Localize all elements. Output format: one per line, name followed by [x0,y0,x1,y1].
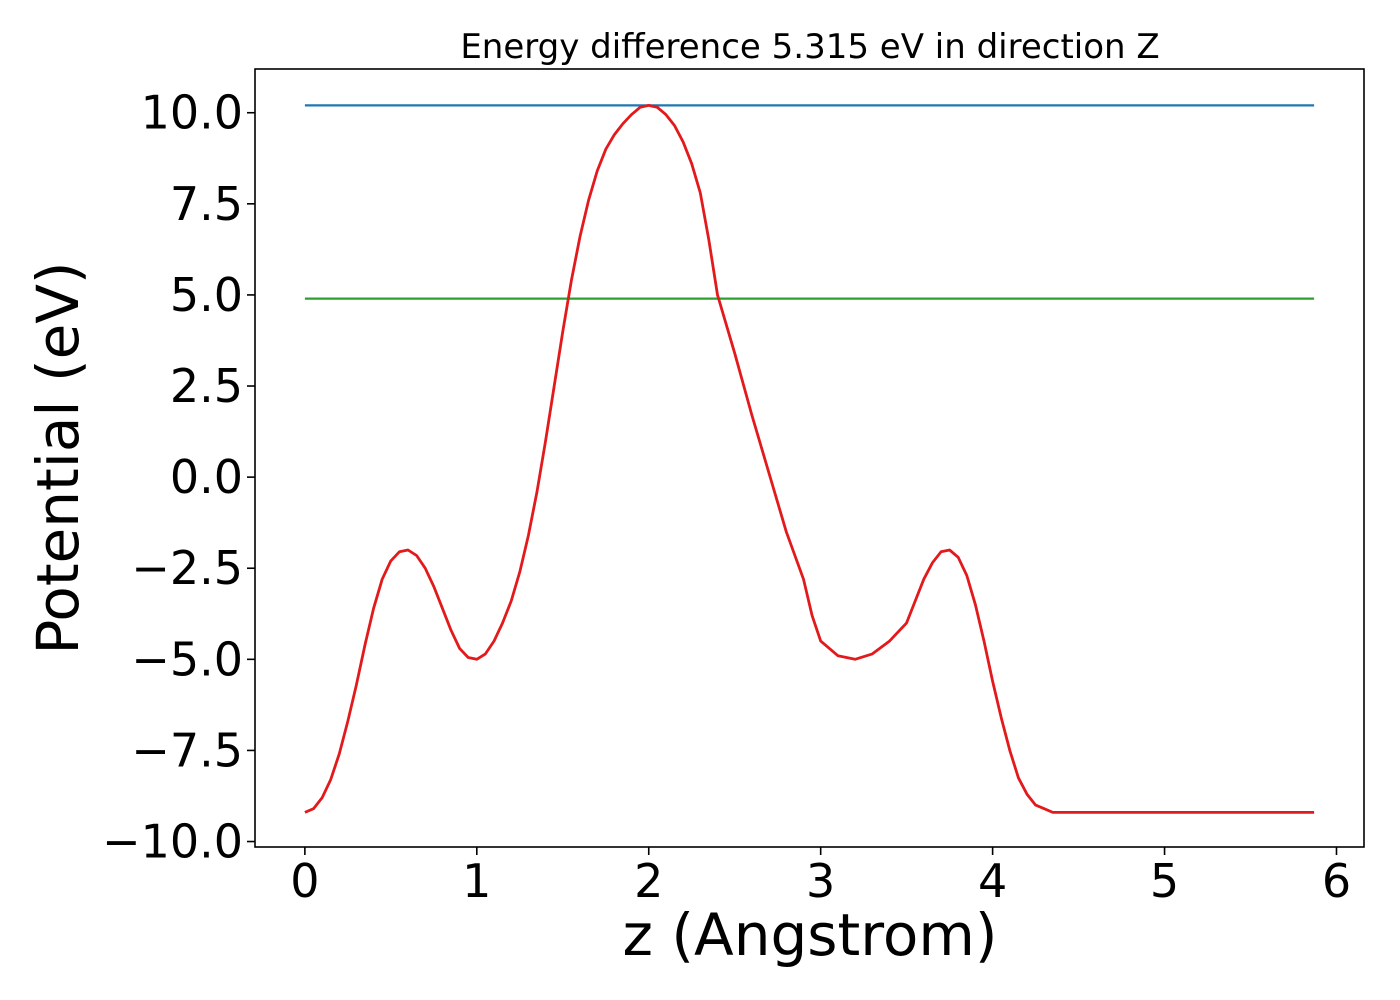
chart-title: Energy difference 5.315 eV in direction … [460,27,1159,67]
x-tick-label: 5 [1150,854,1179,908]
y-tick-label: 7.5 [170,177,243,231]
x-tick-label: 2 [634,854,663,908]
y-tick-label: −10.0 [102,815,243,869]
y-tick-label: −5.0 [131,632,243,686]
y-tick-label: −2.5 [131,541,243,595]
plot-area [304,104,1315,814]
y-tick-label: 0.0 [170,450,243,504]
x-axis-label: z (Angstrom) [623,901,998,969]
y-tick-label: −7.5 [131,723,243,777]
series-line-3 [304,104,1315,814]
y-axis-ticks: −10.0 −7.5 −5.0 −2.5 0.0 2.5 5.0 7.5 10.0 [102,86,255,869]
x-axis-ticks: 0 1 2 3 4 5 6 [290,847,1351,908]
x-tick-label: 3 [806,854,835,908]
x-tick-label: 4 [978,854,1007,908]
y-tick-label: 5.0 [170,268,243,322]
y-tick-label: 2.5 [170,359,243,413]
y-tick-label: 10.0 [141,86,243,140]
x-tick-label: 6 [1322,854,1351,908]
y-axis-label: Potential (eV) [24,261,92,654]
x-tick-label: 0 [290,854,319,908]
x-tick-label: 1 [462,854,491,908]
plot-frame [254,68,1365,848]
